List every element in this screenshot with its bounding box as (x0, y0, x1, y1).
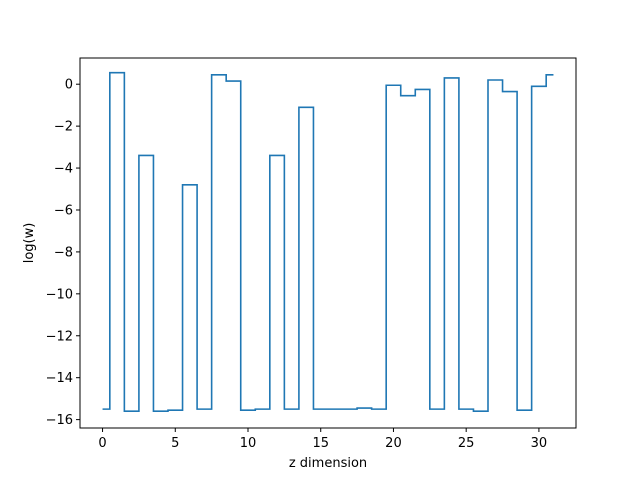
y-tick-label: −6 (54, 203, 73, 218)
x-tick-label: 5 (171, 436, 179, 451)
y-tick-label: −10 (46, 287, 73, 302)
axes-frame (79, 57, 577, 429)
y-tick-label: −2 (54, 120, 73, 135)
series-step-line (102, 71, 554, 413)
y-tick-label: −14 (46, 371, 73, 386)
ticks-layer: 0 5 10 15 20 25 30 0 −2 −4 −6 −8 −10 −12 −14 −16 (46, 78, 548, 451)
y-axis-label: log(w) (22, 223, 37, 264)
x-tick-label: 25 (458, 436, 475, 451)
x-tick-label: 15 (312, 436, 329, 451)
x-axis-label: z dimension (289, 456, 367, 471)
y-tick-label: −16 (46, 413, 73, 428)
y-tick-label: −12 (46, 329, 73, 344)
plot-layer (102, 71, 554, 413)
x-tick-label: 0 (98, 436, 106, 451)
y-tick-label: −4 (54, 162, 73, 177)
x-tick-label: 10 (240, 436, 257, 451)
x-tick-label: 30 (531, 436, 548, 451)
y-tick-label: −8 (54, 245, 73, 260)
y-tick-label: 0 (65, 78, 73, 93)
x-tick-label: 20 (385, 436, 402, 451)
